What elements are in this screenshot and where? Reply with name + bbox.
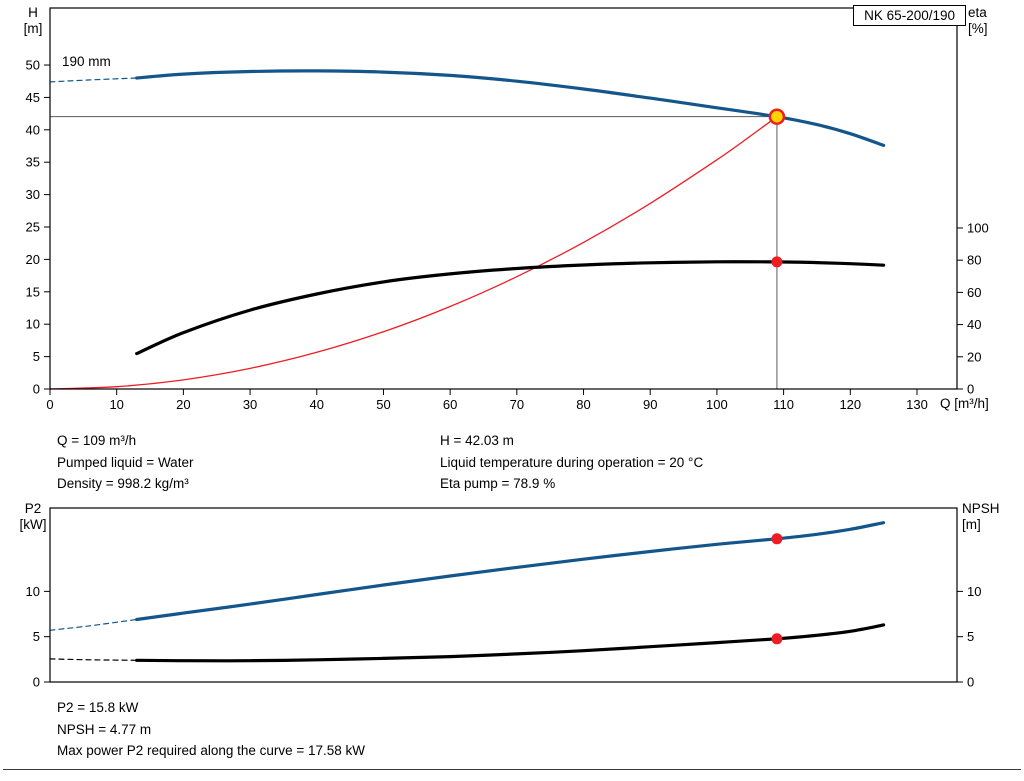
chart-0: 0 5 10 15 20 25 30 35 40 45 50 0 20 40 60 80 100 0 10 20 30 4…: [26, 7, 989, 412]
x-tick-label: 100: [706, 397, 728, 412]
x-tick-label: 110: [773, 397, 794, 412]
y-left-tick-label: 0: [33, 675, 40, 690]
page-bottom-rule: [3, 769, 1021, 770]
system-curve: [49, 116, 778, 390]
eta-axis-unit: [%]: [968, 21, 988, 36]
x-tick-label: 130: [906, 397, 928, 412]
pump-model-box: NK 65-200/190: [853, 5, 966, 26]
eta-axis-title: eta [%]: [968, 5, 988, 37]
y-left-tick-label: 15: [26, 284, 40, 299]
h-axis-name: H: [28, 5, 38, 20]
power-readout-block: P2 = 15.8 kW NPSH = 4.77 m Max power P2 …: [57, 697, 365, 762]
p2-readout: P2 = 15.8 kW: [57, 700, 139, 715]
chart-1: 0 5 10 0 5 10: [26, 507, 981, 690]
y-right-tick-label: 0: [967, 675, 974, 690]
y-left-tick-label: 5: [33, 349, 40, 364]
y-left-tick-label: 30: [26, 187, 40, 202]
max-power-readout: Max power P2 required along the curve = …: [57, 743, 366, 758]
eta-axis-name: eta: [968, 5, 987, 20]
duty-readout-right: H = 42.03 m Liquid temperature during op…: [440, 430, 703, 495]
q-axis-title: Q [m³/h]: [940, 396, 989, 411]
x-tick-label: 120: [839, 397, 861, 412]
y-left-tick-label: 45: [26, 90, 40, 105]
p2-axis-name: P2: [24, 501, 42, 516]
p2-curve: [135, 521, 886, 622]
y-right-tick-label: 10: [967, 584, 981, 599]
y-left-tick-label: 35: [26, 155, 40, 170]
head-curve-extension: [49, 77, 138, 83]
y-left-tick-label: 5: [33, 629, 40, 644]
npsh-axis-unit: [m]: [962, 517, 981, 532]
p2-point-marker: [771, 533, 783, 545]
duty-point-marker: [768, 108, 786, 125]
y-left-tick-label: 25: [26, 220, 40, 235]
eta-pump-readout: Eta pump = 78.9 %: [440, 476, 556, 491]
eta-point-marker: [771, 256, 783, 268]
y-left-tick-label: 20: [26, 252, 40, 267]
x-tick-label: 90: [643, 397, 657, 412]
y-left-tick-label: 50: [26, 58, 40, 73]
y-right-tick-label: 5: [967, 629, 974, 644]
head-readout: H = 42.03 m: [440, 433, 514, 448]
npsh-curve-extension: [49, 658, 138, 661]
x-tick-label: 50: [376, 397, 390, 412]
npsh-readout: NPSH = 4.77 m: [57, 721, 152, 737]
y-right-tick-label: 0: [967, 382, 974, 397]
y-left-tick-label: 10: [26, 317, 40, 332]
x-tick-label: 40: [310, 397, 324, 412]
y-right-tick-label: 40: [967, 317, 981, 332]
efficiency-curve: [135, 260, 886, 356]
h-axis-unit: [m]: [23, 21, 43, 36]
y-right-tick-label: 20: [967, 349, 981, 364]
x-tick-label: 0: [46, 397, 53, 412]
h-axis-title: H [m]: [14, 5, 52, 37]
plot-frame: [49, 507, 958, 683]
y-left-tick-label: 0: [33, 382, 40, 397]
x-tick-label: 20: [176, 397, 190, 412]
x-tick-label: 60: [443, 397, 457, 412]
head-curve-190mm: [135, 69, 886, 147]
x-tick-label: 70: [510, 397, 524, 412]
npsh-curve: [135, 623, 886, 663]
y-left-tick-label: 40: [26, 122, 40, 137]
x-tick-label: 30: [243, 397, 257, 412]
npsh-axis-title: NPSH [m]: [962, 501, 1000, 533]
y-left-tick-label: 10: [26, 584, 40, 599]
duty-readout-left: Q = 109 m³/h Pumped liquid = Water Densi…: [57, 430, 193, 495]
temperature-readout: Liquid temperature during operation = 20…: [440, 454, 704, 470]
p2-curve-extension: [49, 618, 138, 631]
flow-readout: Q = 109 m³/h: [57, 433, 137, 448]
p2-axis-title: P2 [kW]: [12, 501, 54, 533]
npsh-point-marker: [771, 633, 783, 645]
p2-axis-unit: [kW]: [19, 517, 47, 532]
npsh-axis-name: NPSH: [962, 501, 1000, 516]
plot-frame: [49, 7, 958, 390]
pumped-liquid-readout: Pumped liquid = Water: [57, 454, 194, 470]
impeller-diameter-label: 190 mm: [62, 54, 111, 69]
y-right-tick-label: 100: [967, 220, 989, 235]
x-tick-label: 80: [576, 397, 590, 412]
y-right-tick-label: 80: [967, 253, 981, 268]
density-readout: Density = 998.2 kg/m³: [57, 476, 189, 491]
x-tick-label: 10: [109, 397, 123, 412]
y-right-tick-label: 60: [967, 285, 981, 300]
